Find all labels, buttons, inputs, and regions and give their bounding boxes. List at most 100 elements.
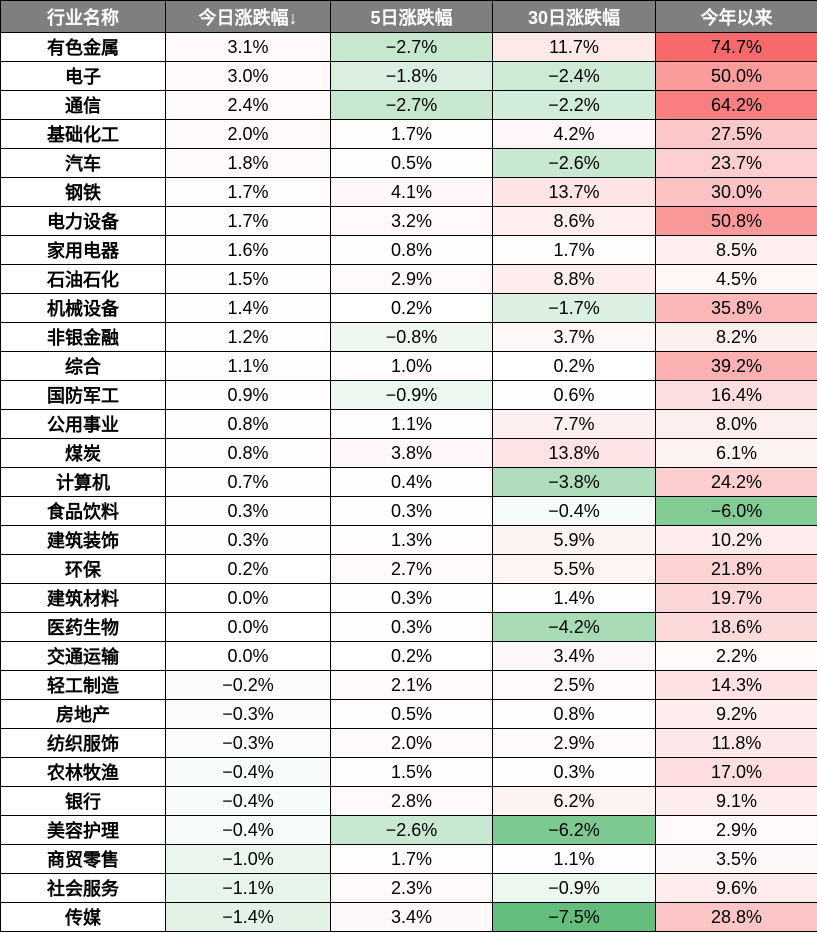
pct-value-cell: −2.7% [330,32,493,62]
table-row: 社会服务 −1.1% 2.3% −0.9% 9.6% [0,873,817,903]
table-row: 食品饮料 0.3% 0.3% −0.4% −6.0% [0,496,817,526]
pct-value-cell: 3.8% [330,438,493,468]
pct-value-cell: −2.6% [492,148,656,178]
pct-value-cell: 2.2% [655,641,817,671]
pct-value-cell: 24.2% [655,467,817,497]
industry-name-cell: 建筑装饰 [0,525,166,555]
table-row: 钢铁 1.7% 4.1% 13.7% 30.0% [0,177,817,207]
table-row: 银行 −0.4% 2.8% 6.2% 9.1% [0,786,817,816]
pct-value-cell: 0.0% [165,583,331,613]
pct-value-cell: 0.3% [165,496,331,526]
pct-value-cell: −2.6% [330,815,493,845]
pct-value-cell: 28.8% [655,902,817,932]
column-header-ytd-change[interactable]: 今年以来 [655,0,817,33]
industry-name-cell: 基础化工 [0,119,166,149]
pct-value-cell: 2.0% [165,119,331,149]
pct-value-cell: 8.5% [655,235,817,265]
pct-value-cell: 0.8% [330,235,493,265]
pct-value-cell: −0.3% [165,728,331,758]
pct-value-cell: 0.3% [492,757,656,787]
pct-value-cell: 35.8% [655,293,817,323]
pct-value-cell: 9.2% [655,699,817,729]
pct-value-cell: 27.5% [655,119,817,149]
pct-value-cell: 3.1% [165,32,331,62]
industry-name-cell: 医药生物 [0,612,166,642]
pct-value-cell: 9.6% [655,873,817,903]
pct-value-cell: 18.6% [655,612,817,642]
table-row: 国防军工 0.9% −0.9% 0.6% 16.4% [0,380,817,410]
table-row: 计算机 0.7% 0.4% −3.8% 24.2% [0,467,817,497]
industry-name-cell: 传媒 [0,902,166,932]
pct-value-cell: −2.4% [492,61,656,91]
pct-value-cell: 2.8% [330,786,493,816]
pct-value-cell: 0.9% [165,380,331,410]
table-row: 环保 0.2% 2.7% 5.5% 21.8% [0,554,817,584]
table-row: 轻工制造 −0.2% 2.1% 2.5% 14.3% [0,670,817,700]
pct-value-cell: 3.2% [330,206,493,236]
pct-value-cell: −1.4% [165,902,331,932]
pct-value-cell: 0.7% [165,467,331,497]
pct-value-cell: −1.0% [165,844,331,874]
column-header-today-change-sorted[interactable]: 今日涨跌幅↓ [165,0,331,33]
pct-value-cell: 1.7% [330,119,493,149]
industry-name-cell: 石油石化 [0,264,166,294]
pct-value-cell: 0.0% [165,641,331,671]
table-row: 有色金属 3.1% −2.7% 11.7% 74.7% [0,32,817,62]
industry-name-cell: 房地产 [0,699,166,729]
column-header-30day-change[interactable]: 30日涨跌幅 [492,0,656,33]
pct-value-cell: 0.8% [165,409,331,439]
industry-name-cell: 农林牧渔 [0,757,166,787]
pct-value-cell: −0.9% [492,873,656,903]
pct-value-cell: 0.4% [330,467,493,497]
pct-value-cell: 2.0% [330,728,493,758]
pct-value-cell: 0.5% [330,699,493,729]
pct-value-cell: 6.1% [655,438,817,468]
table-row: 纺织服饰 −0.3% 2.0% 2.9% 11.8% [0,728,817,758]
pct-value-cell: 0.2% [330,293,493,323]
pct-value-cell: −0.9% [330,380,493,410]
pct-value-cell: 1.6% [165,235,331,265]
pct-value-cell: −2.2% [492,90,656,120]
industry-name-cell: 家用电器 [0,235,166,265]
pct-value-cell: −3.8% [492,467,656,497]
table-row: 医药生物 0.0% 0.3% −4.2% 18.6% [0,612,817,642]
pct-value-cell: 7.7% [492,409,656,439]
industry-name-cell: 机械设备 [0,293,166,323]
table-row: 传媒 −1.4% 3.4% −7.5% 28.8% [0,902,817,932]
industry-name-cell: 公用事业 [0,409,166,439]
pct-value-cell: 2.5% [492,670,656,700]
table-row: 农林牧渔 −0.4% 1.5% 0.3% 17.0% [0,757,817,787]
pct-value-cell: 1.7% [165,206,331,236]
table-row: 电力设备 1.7% 3.2% 8.6% 50.8% [0,206,817,236]
pct-value-cell: 0.2% [330,641,493,671]
table-row: 房地产 −0.3% 0.5% 0.8% 9.2% [0,699,817,729]
table-row: 家用电器 1.6% 0.8% 1.7% 8.5% [0,235,817,265]
pct-value-cell: 19.7% [655,583,817,613]
pct-value-cell: −4.2% [492,612,656,642]
pct-value-cell: 23.7% [655,148,817,178]
pct-value-cell: 0.8% [492,699,656,729]
table-row: 机械设备 1.4% 0.2% −1.7% 35.8% [0,293,817,323]
industry-name-cell: 建筑材料 [0,583,166,613]
pct-value-cell: −2.7% [330,90,493,120]
industry-name-cell: 商贸零售 [0,844,166,874]
table-row: 建筑装饰 0.3% 1.3% 5.9% 10.2% [0,525,817,555]
column-header-5day-change[interactable]: 5日涨跌幅 [330,0,493,33]
pct-value-cell: 4.2% [492,119,656,149]
industry-name-cell: 银行 [0,786,166,816]
pct-value-cell: 0.5% [330,148,493,178]
pct-value-cell: 4.5% [655,264,817,294]
pct-value-cell: −7.5% [492,902,656,932]
pct-value-cell: 3.4% [330,902,493,932]
pct-value-cell: 6.2% [492,786,656,816]
table-row: 非银金融 1.2% −0.8% 3.7% 8.2% [0,322,817,352]
table-row: 煤炭 0.8% 3.8% 13.8% 6.1% [0,438,817,468]
pct-value-cell: −0.4% [165,786,331,816]
pct-value-cell: 8.2% [655,322,817,352]
table-row: 基础化工 2.0% 1.7% 4.2% 27.5% [0,119,817,149]
pct-value-cell: 1.8% [165,148,331,178]
pct-value-cell: −0.4% [492,496,656,526]
pct-value-cell: 50.0% [655,61,817,91]
column-header-industry-name[interactable]: 行业名称 [0,0,166,33]
pct-value-cell: 13.8% [492,438,656,468]
